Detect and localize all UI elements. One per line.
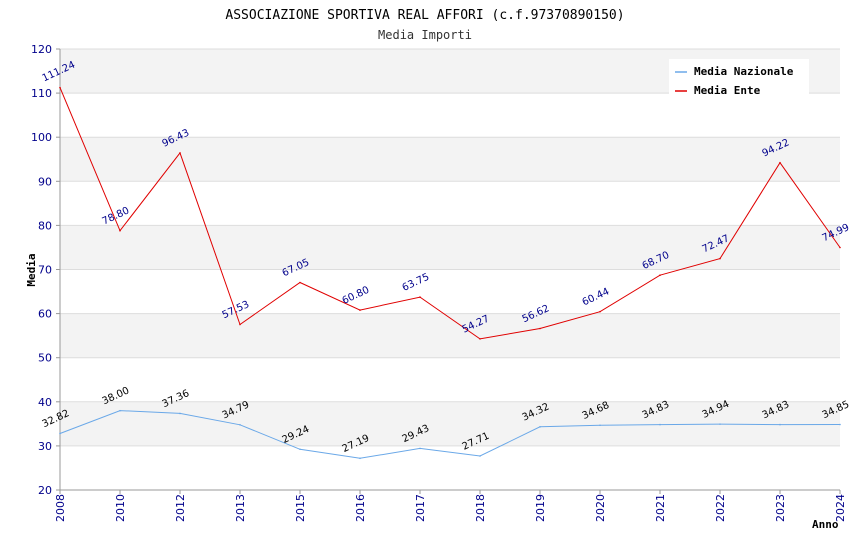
data-point bbox=[599, 424, 601, 427]
data-point bbox=[359, 457, 361, 460]
y-tick-label: 70 bbox=[38, 264, 52, 277]
data-point bbox=[599, 310, 601, 313]
data-point bbox=[119, 409, 121, 412]
data-point bbox=[59, 86, 61, 89]
x-tick-label: 2015 bbox=[294, 494, 307, 522]
data-point bbox=[299, 281, 301, 284]
x-tick-label: 2018 bbox=[474, 494, 487, 522]
series-line-ente bbox=[59, 87, 841, 340]
data-point bbox=[719, 423, 721, 425]
data-point bbox=[419, 296, 421, 298]
data-label: 60.80 bbox=[341, 285, 372, 307]
data-point bbox=[659, 423, 661, 426]
data-point bbox=[359, 309, 361, 311]
chart-title: ASSOCIAZIONE SPORTIVA REAL AFFORI (c.f.9… bbox=[225, 8, 624, 23]
y-tick-label: 40 bbox=[38, 396, 52, 409]
data-point bbox=[239, 323, 241, 326]
x-tick-label: 2008 bbox=[54, 494, 67, 522]
data-point bbox=[779, 161, 781, 164]
data-point bbox=[839, 423, 841, 426]
x-axis-label: Anno bbox=[812, 518, 839, 531]
data-label: 78.80 bbox=[101, 205, 132, 227]
y-tick-label: 50 bbox=[38, 352, 52, 365]
y-tick-label: 60 bbox=[38, 308, 52, 321]
data-point bbox=[539, 327, 541, 330]
x-tick-label: 2013 bbox=[234, 494, 247, 522]
data-point bbox=[239, 423, 241, 426]
x-tick-label: 2020 bbox=[594, 494, 607, 522]
legend-box bbox=[669, 59, 809, 97]
chart-subtitle: Media Importi bbox=[378, 28, 472, 42]
x-tick-label: 2012 bbox=[174, 494, 187, 522]
data-label: 60.44 bbox=[581, 286, 612, 308]
y-tick-labels: 20 30 40 50 60 70 80 90 100 110 120 bbox=[31, 43, 52, 497]
legend-label-nazionale: Media Nazionale bbox=[694, 65, 794, 78]
data-point bbox=[179, 152, 181, 154]
data-point bbox=[419, 447, 421, 450]
data-point bbox=[299, 448, 301, 451]
data-point bbox=[179, 412, 181, 415]
legend: Media Nazionale Media Ente bbox=[669, 59, 809, 97]
x-tick-label: 2023 bbox=[774, 494, 787, 522]
x-tick-label: 2021 bbox=[654, 494, 667, 522]
x-tick-label: 2010 bbox=[114, 494, 127, 522]
data-point bbox=[479, 338, 481, 340]
x-tick-label: 2016 bbox=[354, 494, 367, 522]
data-point bbox=[659, 274, 661, 277]
x-tick-label: 2019 bbox=[534, 494, 547, 522]
data-point bbox=[719, 257, 721, 260]
data-point bbox=[779, 423, 781, 426]
data-point bbox=[479, 455, 481, 457]
data-label: 63.75 bbox=[401, 272, 432, 294]
grid-bands bbox=[60, 49, 840, 446]
series-lines bbox=[59, 86, 841, 460]
y-axis-label: Media bbox=[25, 253, 38, 286]
y-tick-label: 90 bbox=[38, 175, 52, 188]
grid-band bbox=[60, 225, 840, 270]
x-tick-label: 2022 bbox=[714, 494, 727, 522]
y-tick-label: 100 bbox=[31, 131, 52, 144]
y-tick-label: 110 bbox=[31, 87, 52, 100]
grid-lines bbox=[60, 48, 840, 491]
y-tick-label: 80 bbox=[38, 219, 52, 232]
x-tick-label: 2017 bbox=[414, 494, 427, 522]
grid-band bbox=[60, 313, 840, 358]
y-tick-label: 30 bbox=[38, 440, 52, 453]
x-tick-labels: 2008 2010 2012 2013 2015 2016 2017 2018 2019 2020… bbox=[54, 494, 847, 522]
y-tick-label: 120 bbox=[31, 43, 52, 56]
data-point bbox=[119, 229, 121, 232]
data-point bbox=[839, 246, 841, 249]
legend-label-ente: Media Ente bbox=[694, 84, 761, 97]
y-tick-label: 20 bbox=[38, 484, 52, 497]
data-point bbox=[539, 426, 541, 428]
x-tick-label: 2024 bbox=[834, 494, 847, 522]
data-point bbox=[59, 432, 61, 435]
grid-band bbox=[60, 137, 840, 182]
series-line-nazionale bbox=[59, 410, 841, 459]
axes bbox=[56, 48, 841, 494]
